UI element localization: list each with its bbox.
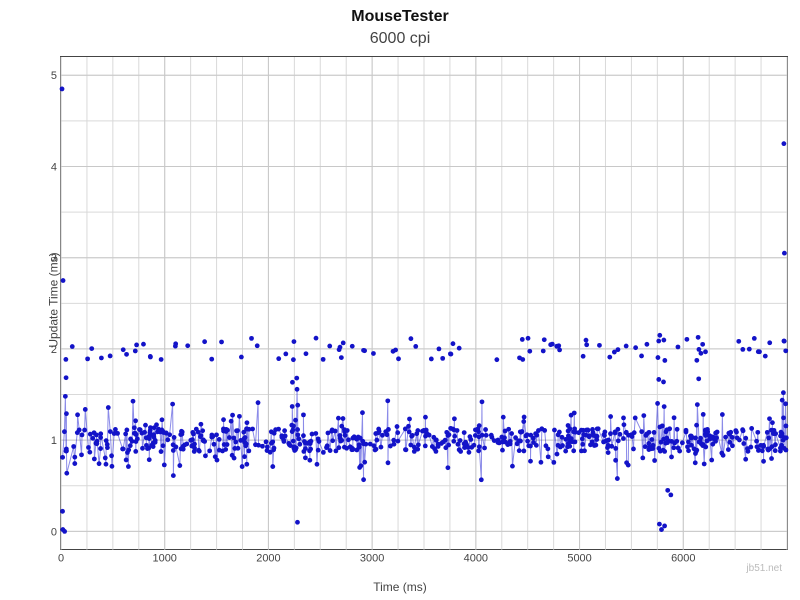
svg-text:5000: 5000 [567, 553, 591, 565]
svg-text:1: 1 [51, 435, 57, 447]
svg-text:2: 2 [51, 344, 57, 356]
svg-text:5: 5 [51, 70, 57, 82]
chart-subtitle: 6000 cpi [0, 30, 800, 48]
svg-text:6000: 6000 [671, 553, 695, 565]
watermark-text: jb51.net [746, 563, 782, 574]
svg-text:2000: 2000 [256, 553, 280, 565]
y-axis-label: Update Time (ms) [47, 252, 61, 347]
chart-title: MouseTester [0, 8, 800, 26]
svg-text:0: 0 [58, 553, 64, 565]
svg-text:4000: 4000 [464, 553, 488, 565]
scatter-plot: 0100020003000400050006000012345 [61, 57, 787, 550]
svg-text:3: 3 [51, 253, 57, 265]
chart-container: MouseTester 6000 cpi Update Time (ms) Ti… [0, 0, 800, 600]
svg-text:1000: 1000 [153, 553, 177, 565]
plot-area: 0100020003000400050006000012345 [60, 56, 788, 550]
x-axis-label: Time (ms) [0, 580, 800, 594]
svg-text:4: 4 [51, 161, 57, 173]
svg-text:3000: 3000 [360, 553, 384, 565]
svg-text:0: 0 [51, 526, 57, 538]
